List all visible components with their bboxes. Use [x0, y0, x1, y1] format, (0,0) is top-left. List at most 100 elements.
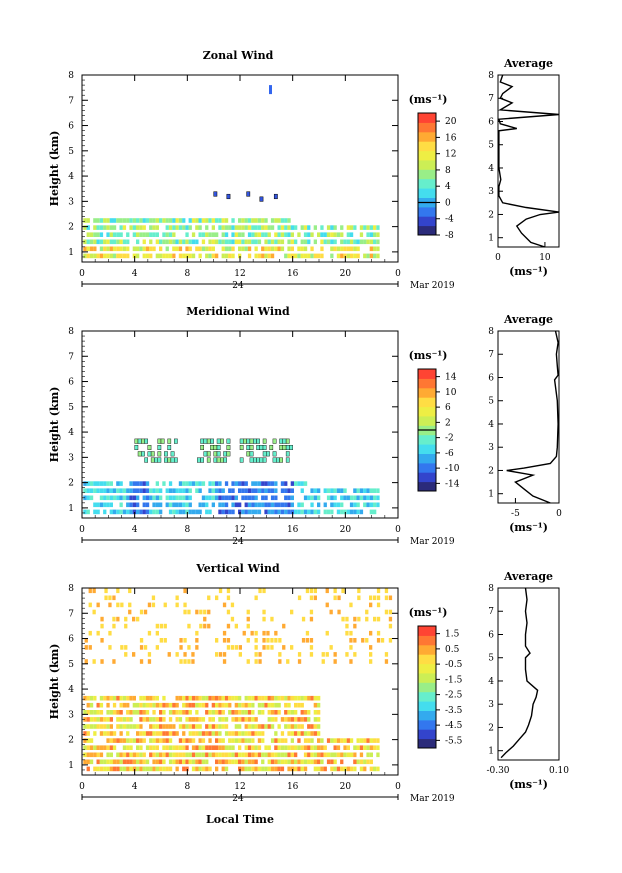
heatmap-cell: [353, 502, 357, 508]
heatmap-cell: [213, 457, 218, 463]
heatmap-cell: [238, 717, 242, 722]
heatmap-cell: [326, 488, 331, 493]
heatmap-cell: [178, 717, 183, 722]
heatmap-cell: [345, 616, 349, 622]
heatmap-cell: [188, 253, 192, 259]
average-x-label: (ms⁻¹): [509, 521, 548, 534]
heatmap-cell: [136, 702, 140, 708]
heatmap-cell: [185, 253, 189, 259]
heatmap-cell: [340, 246, 344, 252]
average-y-tick-label: 3: [488, 443, 494, 453]
heatmap-cell: [182, 752, 186, 758]
heatmap-cell: [122, 695, 127, 701]
heatmap-cell: [254, 246, 258, 252]
heatmap-cell: [152, 766, 156, 772]
heatmap-cell: [215, 731, 219, 736]
heatmap-cell: [159, 738, 163, 743]
heatmap-cell: [96, 488, 100, 493]
average-y-tick-label: 6: [488, 117, 494, 127]
heatmap-cell: [284, 488, 288, 493]
heatmap-cell: [112, 616, 116, 622]
heatmap-cell: [208, 745, 212, 750]
heatmap-cell: [274, 731, 278, 736]
heatmap-cell: [287, 695, 291, 701]
heatmap-cell: [112, 488, 117, 493]
x-tick-label: 16: [287, 782, 299, 792]
heatmap-cell: [228, 488, 232, 493]
heatmap-cell: [231, 745, 235, 750]
heatmap-cell: [226, 438, 231, 444]
heatmap-cell: [262, 445, 267, 451]
heatmap-cell: [208, 724, 212, 729]
heatmap-cell: [96, 218, 100, 223]
heatmap-cell: [326, 495, 331, 501]
heatmap-cell: [330, 253, 334, 259]
heatmap-cell: [274, 218, 278, 223]
heatmap-cell: [136, 481, 140, 486]
heatmap-cell: [149, 702, 153, 708]
heatmap-cell: [346, 738, 350, 743]
heatmap-cell: [336, 766, 341, 772]
heatmap-cell: [369, 752, 373, 758]
heatmap-cell: [119, 239, 123, 245]
heatmap-cell: [384, 609, 389, 615]
heatmap-cell: [178, 738, 183, 743]
heatmap-cell: [109, 752, 113, 758]
heatmap-cell: [112, 232, 117, 237]
heatmap-cell: [231, 481, 235, 486]
heatmap-cell: [310, 495, 314, 501]
heatmap-cell: [106, 488, 110, 493]
heatmap-cell: [343, 752, 347, 758]
average-profile-line: [500, 587, 539, 759]
heatmap-cell: [109, 731, 113, 736]
heatmap-cell: [182, 759, 186, 765]
heatmap-cell: [246, 451, 251, 457]
heatmap-cell: [333, 495, 337, 501]
heatmap-cell: [287, 731, 291, 736]
heatmap-cell: [163, 623, 167, 629]
heatmap-cell: [129, 752, 133, 758]
heatmap-cell: [270, 738, 275, 743]
heatmap-cell: [297, 246, 301, 252]
heatmap-cell: [168, 710, 173, 715]
y-tick-label: 6: [68, 122, 74, 132]
heatmap-cell: [187, 645, 191, 650]
heatmap-cell: [343, 246, 347, 252]
heatmap-cell: [191, 232, 196, 237]
heatmap-cell: [126, 232, 130, 237]
y-tick-label: 2: [68, 223, 74, 233]
heatmap-cell: [251, 745, 255, 750]
heatmap-cell: [149, 218, 153, 223]
heatmap-cell: [267, 488, 271, 493]
y-tick-label: 4: [68, 172, 74, 182]
heatmap-cell: [165, 766, 169, 772]
heatmap-cell: [185, 495, 189, 501]
heatmap-cell: [278, 638, 282, 643]
heatmap-cell: [134, 445, 139, 451]
heatmap-cell: [226, 645, 231, 650]
heatmap-cell: [198, 766, 202, 772]
heatmap-cell: [208, 717, 212, 722]
heatmap-cell: [333, 232, 337, 237]
heatmap-cell: [92, 588, 96, 594]
heatmap-cell: [323, 752, 327, 758]
heatmap-cell: [353, 752, 357, 758]
heatmap-cell: [287, 509, 291, 515]
heatmap-cell: [201, 702, 206, 708]
heatmap-cell: [178, 724, 183, 729]
heatmap-cell: [363, 488, 367, 493]
heatmap-cell: [294, 239, 298, 245]
heatmap-cell: [277, 702, 281, 708]
colorbar-band: [418, 369, 436, 379]
heatmap-cell: [254, 731, 258, 736]
heatmap-cell: [251, 702, 255, 708]
heatmap-cell: [182, 731, 186, 736]
heatmap-cell: [373, 502, 377, 508]
heatmap-cell: [234, 502, 238, 508]
heatmap-cell: [162, 702, 166, 708]
heatmap-cell: [201, 481, 206, 486]
y-tick-label: 5: [68, 660, 74, 670]
heatmap-cell: [251, 225, 255, 230]
heatmap-cell: [290, 738, 294, 743]
heatmap-cell: [198, 502, 202, 508]
